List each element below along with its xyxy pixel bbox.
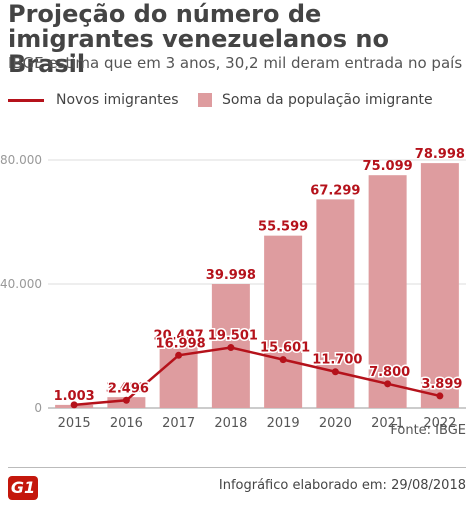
line-value-label: 15.601 (260, 341, 310, 356)
line-series (74, 346, 441, 407)
bar-value-label: 75.099 (363, 159, 413, 174)
bar-value-label: 67.299 (310, 183, 360, 198)
x-tick-label: 2019 (267, 416, 300, 431)
line-point (436, 392, 444, 400)
bar (316, 199, 355, 408)
x-tick-label: 2017 (162, 416, 195, 431)
y-tick-label: 80.000 (0, 153, 42, 167)
legend-bar-swatch (198, 93, 212, 107)
bar-value-label: 78.998 (415, 147, 465, 162)
x-tick-label: 2022 (423, 416, 456, 431)
line-point (122, 396, 130, 404)
chart-title: Projeção do número de imigrantes venezue… (8, 0, 389, 78)
line-point (279, 356, 287, 364)
legend-line-swatch (8, 98, 44, 102)
legend-item-line: Novos imigrantes (8, 92, 179, 108)
x-tick-label: 2018 (214, 416, 247, 431)
bar-value-label: 20.497 (154, 328, 204, 343)
line-value-label: 16.998 (156, 336, 206, 351)
line-point (175, 351, 183, 359)
bar (368, 175, 407, 408)
line-point (70, 401, 78, 409)
y-tick-label: 0 (34, 401, 42, 415)
line-value-label: 19.501 (208, 329, 258, 344)
chart-subtitle: IBGE estima que em 3 anos, 30,2 mil dera… (8, 54, 463, 72)
line-value-label: 2.496 (108, 381, 149, 396)
line-point (331, 368, 339, 376)
legend-item-bar: Soma da população imigrante (198, 92, 433, 108)
legend-bar-label: Soma da população imigrante (222, 92, 433, 108)
line-value-label: 3.899 (421, 377, 462, 392)
bar-value-label: 1.003 (54, 389, 95, 404)
line-point (227, 344, 235, 352)
bar (420, 163, 459, 408)
line-value-label: 7.800 (369, 365, 410, 380)
legend-line-label: Novos imigrantes (56, 92, 179, 108)
x-tick-label: 2021 (371, 416, 404, 431)
x-tick-label: 2016 (110, 416, 143, 431)
bar-value-label: 39.998 (206, 268, 256, 283)
y-tick-label: 40.000 (0, 277, 42, 291)
bar (264, 235, 303, 408)
chart-plot: 040.00080.0001.0033.49920.49739.99855.59… (0, 147, 466, 431)
source-note: Fonte: IBGE (390, 423, 466, 438)
bar-value-label: 55.599 (258, 220, 308, 235)
footer-divider (8, 467, 466, 468)
g1-logo: G1 (8, 476, 38, 500)
legend: Novos imigrantes Soma da população imigr… (8, 92, 470, 112)
credit-note: Infográfico elaborado em: 29/08/2018 (218, 478, 466, 493)
x-tick-label: 2015 (58, 416, 91, 431)
x-tick-label: 2020 (319, 416, 352, 431)
line-value-label: 11.700 (312, 353, 362, 368)
line-point (384, 380, 392, 388)
